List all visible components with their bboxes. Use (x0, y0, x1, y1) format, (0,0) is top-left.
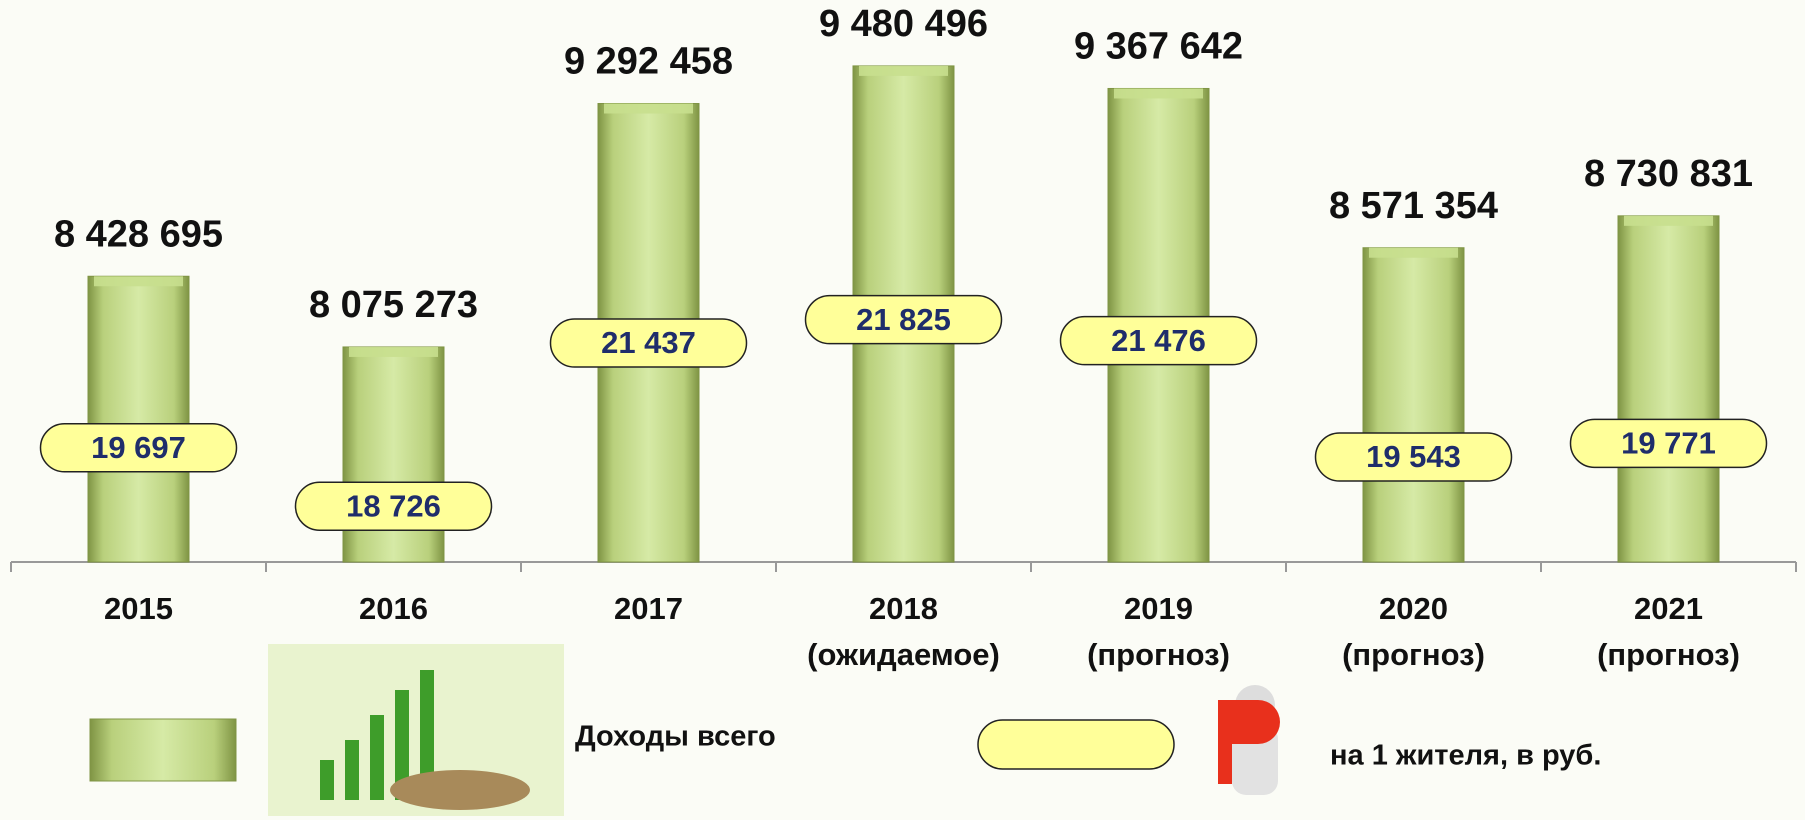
per-capita-label: 21 437 (601, 325, 696, 360)
bar (1617, 215, 1720, 563)
x-tick-label: 2020 (прогноз) (1342, 591, 1485, 672)
value-label: 9 292 458 (564, 41, 733, 83)
legend-label: Доходы всего (575, 721, 776, 753)
per-capita-label: 19 543 (1366, 439, 1461, 474)
legend-oval-swatch (977, 719, 1175, 770)
per-capita-label: 18 726 (346, 488, 441, 523)
x-tick-label: 2019 (прогноз) (1087, 591, 1230, 672)
value-label: 8 075 273 (309, 284, 478, 326)
x-tick-label: 2017 (614, 591, 683, 626)
x-tick-label: 2018 (ожидаемое) (807, 591, 1000, 672)
per-capita-oval (549, 318, 748, 368)
x-tick-label: 2016 (359, 591, 428, 626)
x-tick-label: 2015 (104, 591, 173, 626)
bar (1362, 247, 1465, 563)
per-capita-oval (1314, 432, 1513, 482)
bar-top (349, 346, 438, 357)
bar-top (94, 276, 183, 287)
value-label: 8 571 354 (1329, 185, 1498, 227)
per-capita-oval (294, 481, 493, 531)
x-tick-label: 2021 (прогноз) (1597, 591, 1740, 672)
value-label: 9 480 496 (819, 3, 988, 45)
per-capita-label: 19 697 (91, 430, 186, 465)
value-label: 9 367 642 (1074, 26, 1243, 68)
per-capita-label: 19 771 (1621, 426, 1716, 461)
bar-top (1369, 247, 1458, 258)
per-capita-oval (1569, 418, 1768, 469)
legend-label: на 1 жителя, в руб. (1330, 740, 1601, 772)
bar (87, 275, 190, 563)
bar-top (1114, 88, 1203, 99)
per-capita-oval (39, 423, 238, 473)
per-capita-label: 21 476 (1111, 323, 1206, 358)
legend-icon (1218, 685, 1280, 795)
value-label: 8 428 695 (54, 213, 223, 255)
bar-top (1624, 215, 1713, 226)
per-capita-oval (1059, 315, 1258, 366)
per-capita-oval (804, 294, 1003, 345)
value-label: 8 730 831 (1584, 153, 1753, 195)
per-capita-label: 21 825 (856, 302, 951, 337)
legend-bar-swatch (89, 718, 237, 782)
legend-image (268, 644, 564, 816)
bar-top (859, 65, 948, 76)
bar-top (604, 103, 693, 114)
